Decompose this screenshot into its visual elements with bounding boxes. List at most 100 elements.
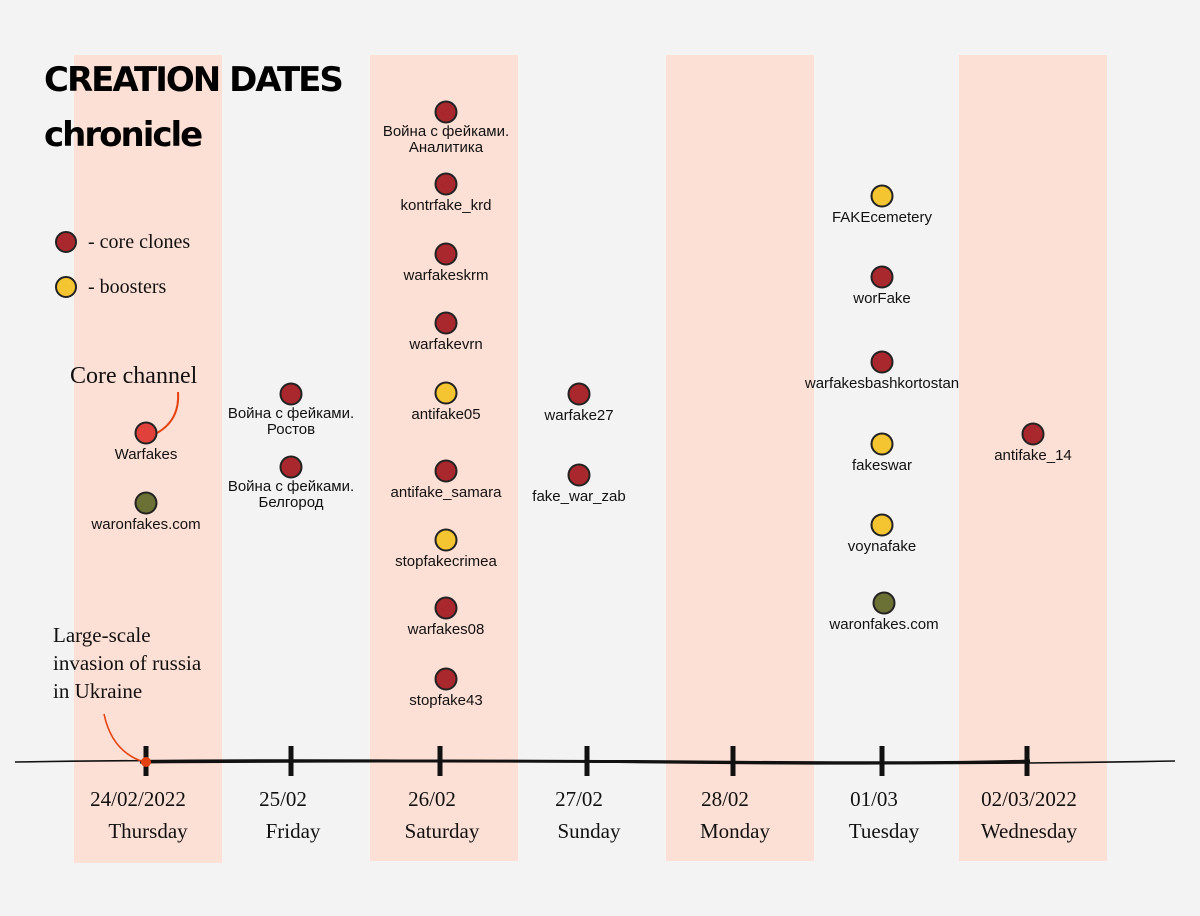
day-weekday-label: Saturday (405, 819, 480, 843)
channel-marker (870, 184, 894, 208)
channel-marker (567, 463, 591, 487)
day-weekday-label: Sunday (558, 819, 622, 843)
invasion-label-line1: Large-scale (53, 623, 151, 647)
channel-marker (434, 596, 458, 620)
channel-item: fakeswar (852, 432, 912, 474)
day-date-label: 25/02 (259, 787, 307, 811)
channel-item: worFake (852, 265, 911, 307)
channel-marker (134, 421, 158, 445)
channel-item: warfakes08 (407, 596, 485, 638)
core-channel-label: Core channel (70, 363, 198, 389)
day-weekday-label: Friday (266, 819, 321, 843)
channel-name: stopfakecrimea (395, 553, 497, 570)
channel-name: warfakeskrm (402, 267, 488, 284)
day-weekday-label: Tuesday (849, 819, 920, 843)
axis-ticks (143, 746, 1030, 776)
day-labels: 24/02/2022 Thursday 25/02 Friday 26/02 Saturd… (90, 787, 1077, 843)
chart-title-line2: chronicle (44, 115, 202, 155)
channel-item: stopfakecrimea (395, 528, 498, 570)
channel-item: warfakeskrm (402, 242, 489, 284)
day-bands (74, 55, 1107, 863)
channel-name: Война с фейками. (383, 123, 509, 140)
channel-name: waronfakes.com (828, 616, 938, 633)
day-date-label: 01/03 (850, 787, 898, 811)
day-band (74, 55, 222, 863)
channel-marker (567, 382, 591, 406)
channel-item: stopfake43 (409, 667, 483, 709)
channel-name: stopfake43 (409, 692, 482, 709)
channel-name: warfake27 (543, 407, 613, 424)
channel-name: warfakes08 (407, 621, 485, 638)
channel-item: kontrfake_krd (401, 172, 492, 214)
channel-marker (870, 432, 894, 456)
legend-booster-marker (55, 276, 77, 298)
invasion-annotation: Large-scale invasion of russia in Ukrain… (53, 623, 202, 767)
channel-marker (872, 591, 896, 615)
axis-line-thick (139, 759, 1031, 765)
day-date-label: 27/02 (555, 787, 603, 811)
day-band (959, 55, 1107, 861)
day-weekday-label: Thursday (108, 819, 188, 843)
channel-item: Война с фейками.Белгород (228, 455, 354, 511)
channel-item: waronfakes.com (90, 491, 201, 533)
channel-marker (434, 100, 458, 124)
channel-item: waronfakes.com (828, 591, 939, 633)
legend-core-label: - core clones (88, 231, 190, 253)
channel-name: antifake_samara (391, 484, 503, 501)
core-channel-arrow (156, 391, 180, 434)
channel-name: Белгород (258, 494, 323, 511)
channel-marker (279, 455, 303, 479)
channel-item: warfake27 (543, 382, 614, 424)
channel-name: kontrfake_krd (401, 197, 492, 214)
legend-core-marker (55, 231, 77, 253)
channel-marker (434, 381, 458, 405)
channel-item: Война с фейками.Аналитика (383, 100, 509, 156)
channel-item: voynafake (848, 513, 916, 555)
day-date-label: 24/02/2022 (90, 787, 186, 811)
timeline-axis (14, 759, 1176, 765)
channel-marker (1021, 422, 1045, 446)
invasion-label-line3: in Ukraine (53, 679, 142, 703)
channel-item: fake_war_zab (532, 463, 626, 505)
channel-name: waronfakes.com (90, 516, 200, 533)
day-band (666, 55, 814, 861)
channel-marker (434, 311, 458, 335)
channel-marker (134, 491, 158, 515)
chart-title-line1: CREATION DATES (44, 60, 342, 100)
channel-marker (434, 172, 458, 196)
invasion-marker (141, 757, 151, 767)
channel-marker (434, 667, 458, 691)
channel-item: Warfakes (115, 421, 178, 463)
channel-marker (870, 265, 894, 289)
core-channel-annotation: Core channel (70, 363, 198, 434)
channel-marker (870, 350, 894, 374)
legend-booster-label: - boosters (88, 276, 167, 298)
channel-marker (279, 382, 303, 406)
channel-name: Ростов (267, 421, 315, 438)
channel-name: Warfakes (115, 446, 178, 463)
day-weekday-label: Wednesday (981, 819, 1078, 843)
channel-item: warfakesbashkortostan (804, 350, 959, 392)
day-date-label: 02/03/2022 (981, 787, 1077, 811)
channel-name: Война с фейками. (228, 478, 354, 495)
invasion-label-line2: invasion of russia (53, 651, 202, 675)
channel-marker (870, 513, 894, 537)
channel-name: Война с фейками. (228, 405, 354, 422)
channel-name: antifake05 (411, 406, 480, 423)
channel-item: antifake_samara (391, 459, 503, 501)
legend: - core clones - boosters (55, 231, 190, 298)
channel-item: antifake_14 (994, 422, 1072, 464)
channel-marker (434, 528, 458, 552)
channel-name: fakeswar (852, 457, 912, 474)
channel-item: Война с фейками.Ростов (228, 382, 354, 438)
channel-name: Аналитика (409, 139, 484, 156)
day-date-label: 26/02 (408, 787, 456, 811)
channel-marker (434, 459, 458, 483)
channel-name: voynafake (848, 538, 916, 555)
channel-name: FAKEcemetery (832, 209, 933, 226)
day-weekday-label: Monday (700, 819, 770, 843)
invasion-arrow (103, 713, 145, 763)
channel-name: warfakesbashkortostan (804, 375, 959, 392)
